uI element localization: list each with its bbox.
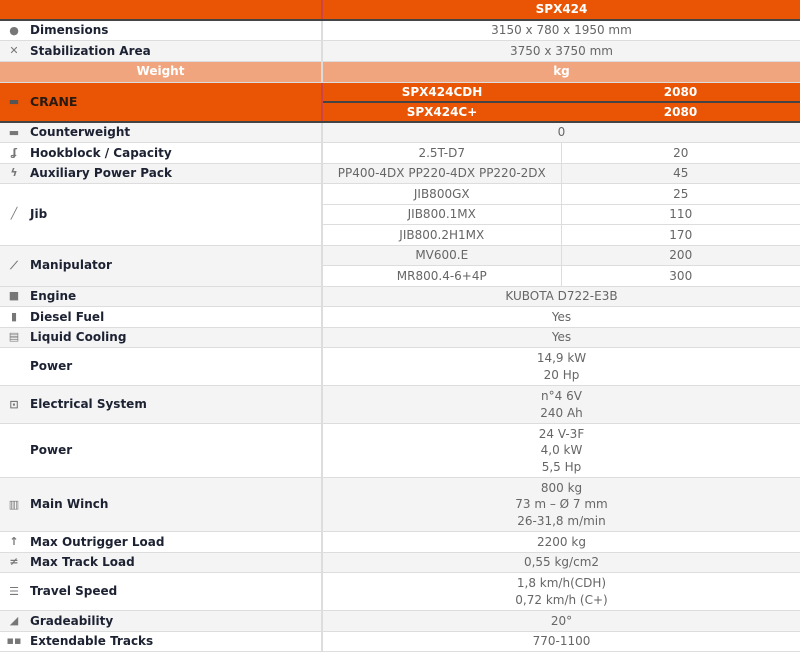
jib-item: JIB800GX [322, 183, 561, 205]
crane-variant-kg: 2080 [561, 82, 800, 103]
crane-variant: SPX424C+ [322, 102, 561, 123]
outrigger-icon: ↑ [9, 534, 19, 548]
kg-aux: 45 [560, 163, 800, 184]
label-manipulator: ⟋ Manipulator [0, 245, 323, 287]
engine-icon: ■ [8, 289, 20, 303]
value-cooling: Yes [322, 327, 800, 348]
value-power: 14,9 kW 20 Hp [322, 347, 800, 386]
label-travel: ☰ Travel Speed [0, 572, 323, 611]
manipulator-kg: 300 [560, 265, 800, 287]
dimensions-icon: ● [9, 23, 19, 37]
label-hookblock: ʆ Hookblock / Capacity [0, 142, 323, 164]
fuel-icon: ▮ [10, 309, 18, 323]
power-pack-icon: ϟ [10, 166, 18, 180]
crane-variant-kg: 2080 [561, 102, 800, 123]
value-winch: 800 kg 73 m – Ø 7 mm 26-31,8 m/min [322, 477, 800, 532]
label-diesel: ▮ Diesel Fuel [0, 306, 323, 328]
manipulator-kg: 200 [560, 245, 800, 266]
crane-icon: ▬ [8, 94, 20, 108]
label-electrical: ⊡ Electrical System [0, 385, 323, 424]
track-load-icon: ≠ [9, 555, 19, 569]
kg-hookblock: 20 [560, 142, 800, 164]
value-counterweight: 0 [322, 122, 800, 143]
label-outrigger: ↑ Max Outrigger Load [0, 531, 323, 553]
value-travel: 1,8 km/h(CDH) 0,72 km/h (C+) [322, 572, 800, 611]
crane-variant: SPX424CDH [322, 82, 561, 103]
label-tracks: ▪▪ Extendable Tracks [0, 631, 323, 652]
label-power: Power [0, 347, 323, 386]
slope-icon: ◢ [9, 613, 19, 627]
tracks-icon: ▪▪ [6, 634, 22, 648]
jib-kg: 25 [560, 183, 800, 205]
value-track-load: 0,55 kg/cm2 [322, 552, 800, 573]
label-gradeability: ◢ Gradeability [0, 610, 323, 632]
hook-icon: ʆ [10, 145, 18, 159]
jib-kg: 170 [560, 224, 800, 246]
jib-item: JIB800.1MX [322, 204, 561, 225]
value-diesel: Yes [322, 306, 800, 328]
radiator-icon: ▤ [8, 330, 20, 344]
jib-item: JIB800.2H1MX [322, 224, 561, 246]
value-power-electric: 24 V-3F 4,0 kW 5,5 Hp [322, 423, 800, 478]
jib-icon: ╱ [10, 207, 18, 221]
label-dimensions: ● Dimensions [0, 20, 323, 41]
value-aux: PP400-4DX PP220-4DX PP220-2DX [322, 163, 561, 184]
label-engine: ■ Engine [0, 286, 323, 307]
header-row: SPX424 [0, 0, 800, 21]
value-gradeability: 20° [322, 610, 800, 632]
value-electrical: n°4 6V 240 Ah [322, 385, 800, 424]
value-tracks: 770-1100 [322, 631, 800, 652]
label-track-load: ≠ Max Track Load [0, 552, 323, 573]
label-winch: ▥ Main Winch [0, 477, 323, 532]
label-aux: ϟ Auxiliary Power Pack [0, 163, 323, 184]
value-hookblock: 2.5T-D7 [322, 142, 561, 164]
weight-unit: kg [322, 61, 800, 83]
value-dimensions: 3150 x 780 x 1950 mm [322, 20, 800, 41]
jib-kg: 110 [560, 204, 800, 225]
value-outrigger: 2200 kg [322, 531, 800, 553]
counterweight-icon: ▬ [8, 125, 20, 139]
manipulator-item: MR800.4-6+4P [322, 265, 561, 287]
label-power-electric: Power [0, 423, 323, 478]
label-cooling: ▤ Liquid Cooling [0, 327, 323, 348]
weight-label: Weight [0, 61, 323, 83]
stabilization-icon: ✕ [9, 43, 19, 57]
value-stabilization: 3750 x 3750 mm [322, 40, 800, 62]
model-name: SPX424 [322, 0, 800, 21]
manipulator-item: MV600.E [322, 245, 561, 266]
label-jib: ╱ Jib [0, 183, 323, 246]
travel-icon: ☰ [9, 584, 19, 598]
manipulator-icon: ⟋ [10, 258, 18, 272]
value-engine: KUBOTA D722-E3B [322, 286, 800, 307]
label-stabilization: ✕ Stabilization Area [0, 40, 323, 62]
winch-icon: ▥ [8, 497, 20, 511]
battery-icon: ⊡ [9, 397, 19, 411]
label-counterweight: ▬ Counterweight [0, 122, 323, 143]
label-crane: ▬ CRANE [0, 82, 323, 123]
